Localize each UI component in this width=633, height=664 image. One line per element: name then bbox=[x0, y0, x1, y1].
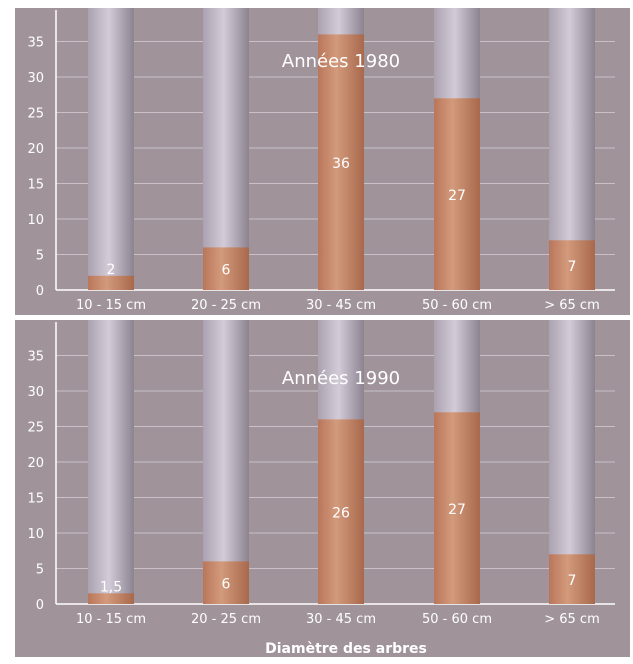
bar-value-label: 6 bbox=[222, 577, 231, 593]
y-tick-label: 15 bbox=[27, 492, 44, 507]
bar-value-label: 27 bbox=[448, 502, 466, 518]
x-tick-label: 30 - 45 cm bbox=[306, 612, 376, 627]
bar bbox=[434, 412, 480, 604]
x-axis-label: Diamètre des arbres bbox=[265, 641, 427, 657]
bar bbox=[88, 593, 134, 604]
bar bbox=[549, 240, 595, 290]
bar bbox=[434, 98, 480, 290]
bar bbox=[203, 247, 249, 290]
y-tick-label: 0 bbox=[36, 284, 44, 299]
bar-value-label: 26 bbox=[332, 506, 350, 522]
bar bbox=[318, 419, 364, 604]
x-tick-label: 50 - 60 cm bbox=[422, 298, 492, 313]
y-tick-label: 10 bbox=[27, 213, 44, 228]
column-track bbox=[88, 8, 134, 290]
column-track bbox=[203, 8, 249, 290]
bar bbox=[88, 275, 134, 290]
bar-value-label: 36 bbox=[332, 156, 350, 172]
bar-value-label: 1,5 bbox=[100, 579, 122, 595]
bar-value-label: 7 bbox=[568, 573, 577, 589]
x-tick-label: 20 - 25 cm bbox=[191, 612, 261, 627]
bar bbox=[549, 554, 595, 604]
y-tick-label: 25 bbox=[27, 421, 44, 436]
y-tick-label: 30 bbox=[27, 385, 44, 400]
column-track bbox=[88, 320, 134, 604]
x-tick-label: 10 - 15 cm bbox=[76, 612, 146, 627]
y-tick-label: 0 bbox=[36, 598, 44, 613]
bar-value-label: 7 bbox=[568, 259, 577, 275]
x-tick-label: 10 - 15 cm bbox=[76, 298, 146, 313]
y-tick-label: 30 bbox=[27, 71, 44, 86]
x-tick-label: 50 - 60 cm bbox=[422, 612, 492, 627]
y-tick-label: 10 bbox=[27, 527, 44, 542]
chart-panel-1980: 0 5 10 15 20 25 30 35 2 10 - 15 cm 6 20 - 25 cm 36 30… bbox=[15, 8, 630, 315]
chart-panel-1990: 0 5 10 15 20 25 30 35 1,5 10 - 15 cm 6 20 - 25 cm 26… bbox=[15, 320, 630, 657]
y-tick-label: 35 bbox=[27, 350, 44, 365]
chart-title: Années 1980 bbox=[282, 51, 400, 72]
chart-title: Années 1990 bbox=[282, 368, 400, 389]
y-tick-label: 5 bbox=[36, 249, 44, 264]
y-tick-label: 35 bbox=[27, 36, 44, 51]
bar-value-label: 6 bbox=[222, 263, 231, 279]
bar bbox=[203, 561, 249, 604]
bar-value-label: 2 bbox=[107, 262, 116, 278]
column-track bbox=[203, 320, 249, 604]
y-tick-label: 20 bbox=[27, 456, 44, 471]
bar-value-label: 27 bbox=[448, 188, 466, 204]
y-tick-label: 25 bbox=[27, 107, 44, 122]
x-tick-label: 20 - 25 cm bbox=[191, 298, 261, 313]
y-tick-label: 15 bbox=[27, 178, 44, 193]
x-tick-label: 30 - 45 cm bbox=[306, 298, 376, 313]
y-tick-label: 20 bbox=[27, 142, 44, 157]
y-tick-label: 5 bbox=[36, 563, 44, 578]
x-tick-label: > 65 cm bbox=[544, 612, 600, 627]
bar bbox=[318, 34, 364, 291]
x-tick-label: > 65 cm bbox=[544, 298, 600, 313]
